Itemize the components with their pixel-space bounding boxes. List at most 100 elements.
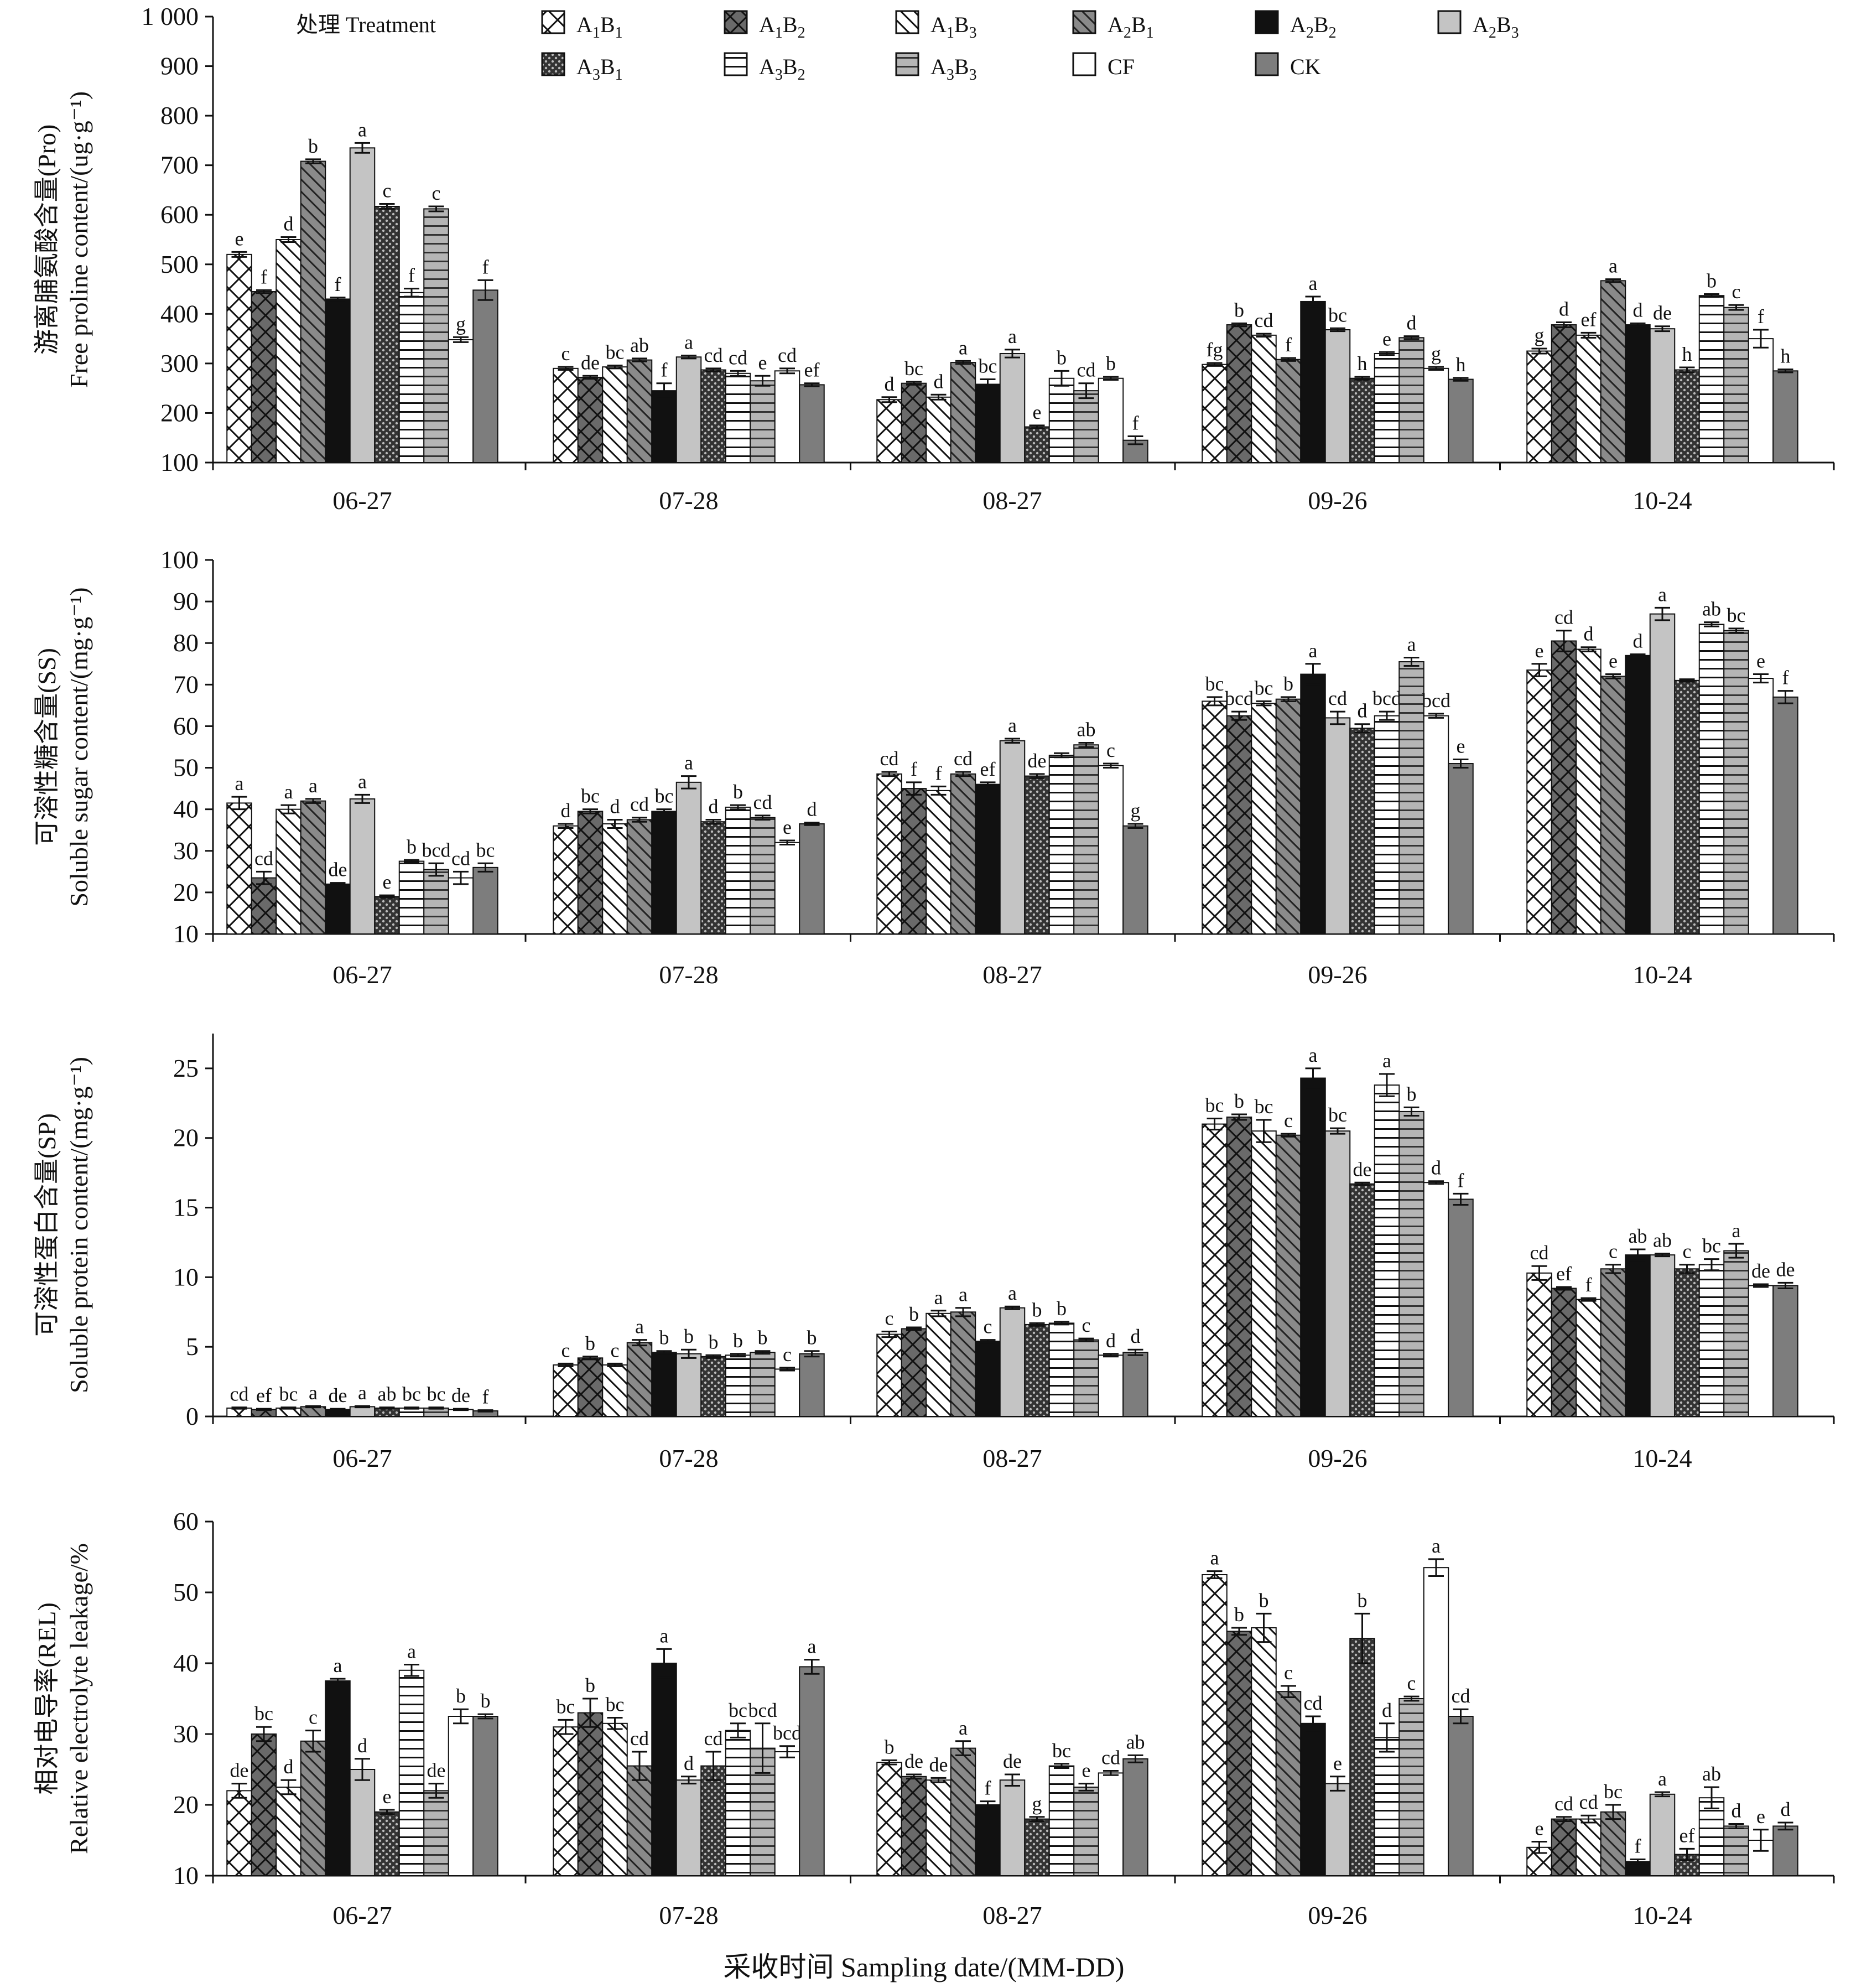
- bar-a1b3: [602, 1722, 628, 1877]
- bar-cf: [1098, 377, 1124, 463]
- bar-ck: [799, 1353, 825, 1418]
- significance-letter: h: [1682, 343, 1692, 365]
- error-bar-a2b3: [681, 355, 696, 360]
- error-bar-a2b3: [681, 1348, 696, 1359]
- error-bar-a3b3: [428, 1406, 444, 1410]
- significance-letter: a: [1008, 1282, 1017, 1304]
- error-bar-a3b2: [1704, 1786, 1719, 1809]
- error-bar-a3b3: [1403, 335, 1420, 340]
- significance-letter: bcd: [1225, 687, 1254, 709]
- significance-letter: e: [1756, 1805, 1765, 1828]
- significance-letter: a: [684, 331, 693, 354]
- error-bar-a2b3: [1330, 327, 1345, 333]
- error-bar-a3b2: [1379, 1073, 1395, 1097]
- legend-label-a2b3: A2B3: [1473, 12, 1519, 41]
- bar-ck: [1448, 1716, 1474, 1876]
- error-bar-cf: [453, 336, 469, 343]
- y-tick-label: 800: [160, 101, 199, 129]
- significance-letter: b: [1407, 1083, 1417, 1105]
- significance-letter: bcd: [1422, 689, 1450, 712]
- bar-a2b1: [626, 359, 653, 463]
- error-bar-a1b2: [1556, 630, 1572, 652]
- bar-a1b1: [1202, 700, 1228, 935]
- legend-label-cf: CF: [1108, 54, 1135, 79]
- significance-letter: a: [959, 1284, 968, 1306]
- significance-letter: f: [1585, 1274, 1592, 1296]
- significance-letter: fg: [1207, 339, 1223, 361]
- significance-letter: bc: [581, 785, 600, 807]
- error-bar-a1b3: [280, 1779, 297, 1795]
- bar-a3b2: [1048, 1322, 1075, 1417]
- y-tick-label: 100: [160, 448, 199, 476]
- error-bar-a3b3: [1403, 657, 1420, 667]
- legend-label-a2b2: A2B2: [1290, 12, 1337, 41]
- error-bar-ck: [1777, 1281, 1793, 1289]
- significance-letter: c: [432, 182, 441, 204]
- significance-letter: f: [1635, 1835, 1641, 1857]
- error-bar-a2b2: [656, 1350, 672, 1355]
- x-axis-title: 采收时间 Sampling date/(MM-DD): [724, 1951, 1125, 1982]
- bar-a3b3: [1398, 661, 1424, 935]
- bar-a3b1: [374, 1811, 400, 1877]
- bar-cf: [1748, 1285, 1774, 1418]
- y-tick-label: 100: [160, 546, 199, 574]
- error-bar-a2b1: [955, 360, 971, 365]
- significance-letter: d: [1633, 630, 1643, 652]
- error-bar-ck: [477, 1713, 493, 1720]
- error-bar-a3b1: [379, 203, 395, 210]
- bar-a1b1: [1202, 364, 1228, 463]
- significance-letter: d: [284, 1756, 294, 1778]
- bar-ck: [1772, 370, 1798, 463]
- bar-a2b2: [325, 883, 351, 935]
- significance-letter: a: [235, 772, 244, 795]
- significance-letter: c: [984, 1316, 992, 1338]
- bar-a1b3: [1251, 1130, 1277, 1418]
- legend-swatch-a1b2: [724, 10, 748, 34]
- significance-letter: f: [1758, 305, 1764, 328]
- significance-letter: d: [1407, 312, 1417, 334]
- error-bar-a3b2: [1704, 1258, 1719, 1271]
- bar-a3b1: [1674, 679, 1700, 935]
- legend-label-a1b2: A1B2: [759, 12, 805, 41]
- bar-a1b1: [226, 1790, 252, 1876]
- significance-letter: b: [1057, 346, 1067, 368]
- error-bar-a2b1: [1605, 278, 1621, 283]
- bar-a1b3: [275, 239, 301, 463]
- significance-letter: a: [959, 1717, 968, 1739]
- category-label: 08-27: [982, 486, 1042, 515]
- error-bar-a2b2: [1630, 1248, 1646, 1262]
- significance-letter: d: [1732, 1800, 1741, 1822]
- bar-a3b3: [750, 1747, 776, 1877]
- significance-letter: c: [561, 342, 570, 365]
- significance-letter: b: [585, 1332, 595, 1354]
- significance-letter: c: [1106, 739, 1115, 761]
- significance-letter: f: [261, 266, 267, 288]
- y-axis-title: 相对电导率(REL) Relative electrolyte leakage/%: [33, 1543, 93, 1854]
- category-label: 06-27: [332, 486, 392, 515]
- bar-a3b3: [1073, 1787, 1099, 1876]
- error-bar-a3b3: [755, 1722, 771, 1774]
- significance-letter: cd: [729, 346, 747, 368]
- error-bar-a1b2: [1556, 1286, 1572, 1291]
- error-bar-cf: [779, 367, 795, 375]
- significance-letter: g: [1032, 1793, 1042, 1815]
- bar-a3b3: [1723, 630, 1749, 935]
- significance-letter: ef: [1556, 1263, 1572, 1285]
- bar-a1b2: [577, 1357, 604, 1418]
- error-bar-a3b3: [428, 205, 444, 212]
- significance-letter: f: [1782, 667, 1789, 689]
- significance-letter: d: [709, 795, 719, 817]
- error-bar-a1b2: [583, 1698, 598, 1728]
- significance-letter: g: [1535, 324, 1545, 346]
- error-bar-ck: [477, 862, 493, 873]
- bar-a1b2: [1551, 1818, 1577, 1877]
- legend-label-a3b3: A3B3: [930, 54, 977, 84]
- significance-letter: b: [1057, 1297, 1067, 1320]
- bar-a1b2: [1226, 715, 1252, 935]
- bar-a1b3: [1251, 334, 1277, 463]
- bar-a2b2: [651, 1352, 677, 1418]
- error-bar-a2b2: [1630, 1859, 1646, 1865]
- error-bar-cf: [1428, 1180, 1444, 1185]
- significance-letter: ab: [1077, 718, 1096, 740]
